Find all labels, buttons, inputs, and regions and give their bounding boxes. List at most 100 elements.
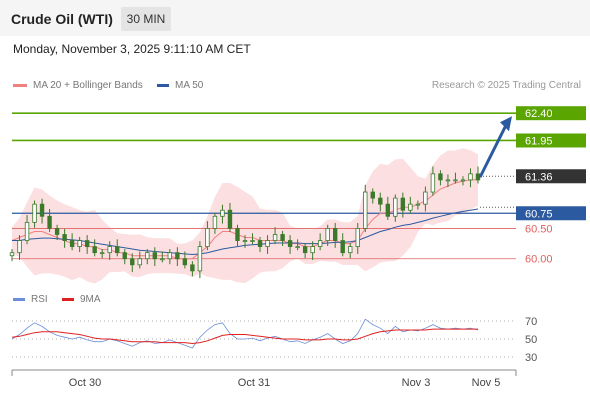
- ma20-swatch: [13, 84, 27, 87]
- candle-body: [145, 252, 150, 260]
- candle-body: [205, 228, 210, 248]
- candle-body: [468, 173, 473, 181]
- candle-body: [47, 215, 52, 229]
- resistance-value-61.95: 61.95: [525, 135, 553, 147]
- instrument-title: Crude Oil (WTI): [11, 11, 113, 27]
- forecast-arrow-head: [500, 116, 512, 132]
- x-tick-label: Oct 31: [238, 377, 270, 389]
- candle-body: [137, 258, 142, 266]
- legend-ma50: MA 50: [157, 80, 203, 91]
- candle-body: [9, 252, 15, 257]
- bollinger-band: [12, 148, 478, 284]
- candle-body: [175, 252, 180, 260]
- candle-body: [348, 246, 353, 254]
- legend-rsi: RSI: [13, 294, 48, 305]
- support-value-60.50: 60.50: [525, 223, 553, 235]
- legend-ma20-label: MA 20 + Bollinger Bands: [33, 80, 143, 91]
- candle-body: [453, 179, 458, 182]
- rsi-tick-50: 50: [525, 334, 537, 346]
- candle-body: [212, 215, 218, 229]
- candle-body: [280, 234, 285, 241]
- candle-body: [182, 258, 188, 266]
- rsi-line: [11, 318, 479, 349]
- candle-body: [227, 209, 233, 229]
- candle-body: [160, 258, 165, 261]
- candle-body: [32, 203, 37, 223]
- candle-body: [287, 240, 293, 248]
- candle-body: [107, 246, 112, 254]
- candle-body: [24, 221, 30, 241]
- chart-datetime: Monday, November 3, 2025 9:11:10 AM CET: [13, 42, 251, 56]
- candle-body: [355, 228, 360, 248]
- candle-body: [115, 246, 120, 254]
- candle-body: [415, 203, 421, 206]
- current-price-tag: [516, 169, 586, 184]
- research-credit: Research © 2025 Trading Central: [431, 80, 581, 91]
- candle-body: [325, 228, 330, 241]
- candle-body: [62, 234, 67, 241]
- ma50-swatch: [157, 84, 169, 87]
- candle-body: [445, 179, 451, 182]
- candle-body: [130, 258, 135, 266]
- candle-body: [220, 209, 225, 217]
- candle-body: [272, 234, 278, 241]
- candle-body: [122, 252, 127, 260]
- candle-body: [317, 240, 323, 248]
- legend-rsi-label: RSI: [31, 294, 48, 305]
- candle-body: [460, 179, 466, 182]
- legend-ma50-label: MA 50: [175, 80, 204, 91]
- candle-body: [167, 252, 173, 260]
- candle-body: [265, 240, 270, 248]
- candle-body: [393, 197, 398, 217]
- candle-body: [152, 252, 158, 260]
- legend-9ma: 9MA: [62, 294, 101, 305]
- candle-body: [408, 203, 413, 211]
- rsi-ma-line: [11, 328, 478, 345]
- candle-body: [423, 191, 428, 205]
- candle-body: [235, 228, 240, 241]
- candle-body: [77, 240, 82, 248]
- x-tick-label: Oct 30: [69, 377, 101, 389]
- candle-body: [295, 246, 300, 249]
- candle-body: [257, 240, 263, 248]
- support-value-60.00: 60.00: [525, 254, 553, 266]
- resistance-tag-61.95: [516, 133, 586, 148]
- candle-body: [250, 240, 255, 242]
- candle-body: [378, 197, 383, 205]
- rsi-tick-30: 30: [525, 352, 537, 364]
- candle-body: [370, 191, 375, 199]
- candle-body: [197, 246, 203, 272]
- forecast-arrow-shaft: [478, 124, 508, 178]
- candle-body: [39, 203, 45, 217]
- candle-body: [190, 264, 195, 272]
- candle-body: [99, 252, 105, 255]
- candle-body: [92, 246, 97, 254]
- candle-body: [84, 240, 90, 248]
- candle-body: [385, 203, 391, 217]
- candle-body: [332, 228, 338, 241]
- resistance-tag-62.40: [516, 106, 586, 121]
- candle-body: [69, 240, 75, 248]
- legend-ma20: MA 20 + Bollinger Bands: [13, 80, 143, 91]
- candle-body: [340, 240, 345, 254]
- current-price-value: 61.36: [525, 171, 553, 183]
- x-tick-label: Nov 3: [402, 377, 431, 389]
- candle-body: [17, 240, 22, 254]
- x-tick-label: Nov 5: [472, 377, 501, 389]
- header-bar: Crude Oil (WTI) 30 MIN: [0, 0, 590, 36]
- rsi-swatch: [13, 298, 25, 301]
- candle-body: [310, 246, 315, 254]
- candle-body: [363, 191, 368, 229]
- rsi-tick-70: 70: [525, 316, 537, 328]
- timeframe-button[interactable]: 30 MIN: [121, 7, 171, 31]
- candle-body: [400, 197, 406, 211]
- legend-9ma-label: 9MA: [80, 294, 101, 305]
- candle-body: [242, 240, 248, 242]
- candle-body: [430, 173, 436, 193]
- pivot-tag: [516, 206, 586, 221]
- candle-body: [54, 228, 60, 235]
- resistance-value-62.40: 62.40: [525, 108, 553, 120]
- candle-body: [302, 246, 308, 254]
- ma9-swatch: [62, 298, 74, 301]
